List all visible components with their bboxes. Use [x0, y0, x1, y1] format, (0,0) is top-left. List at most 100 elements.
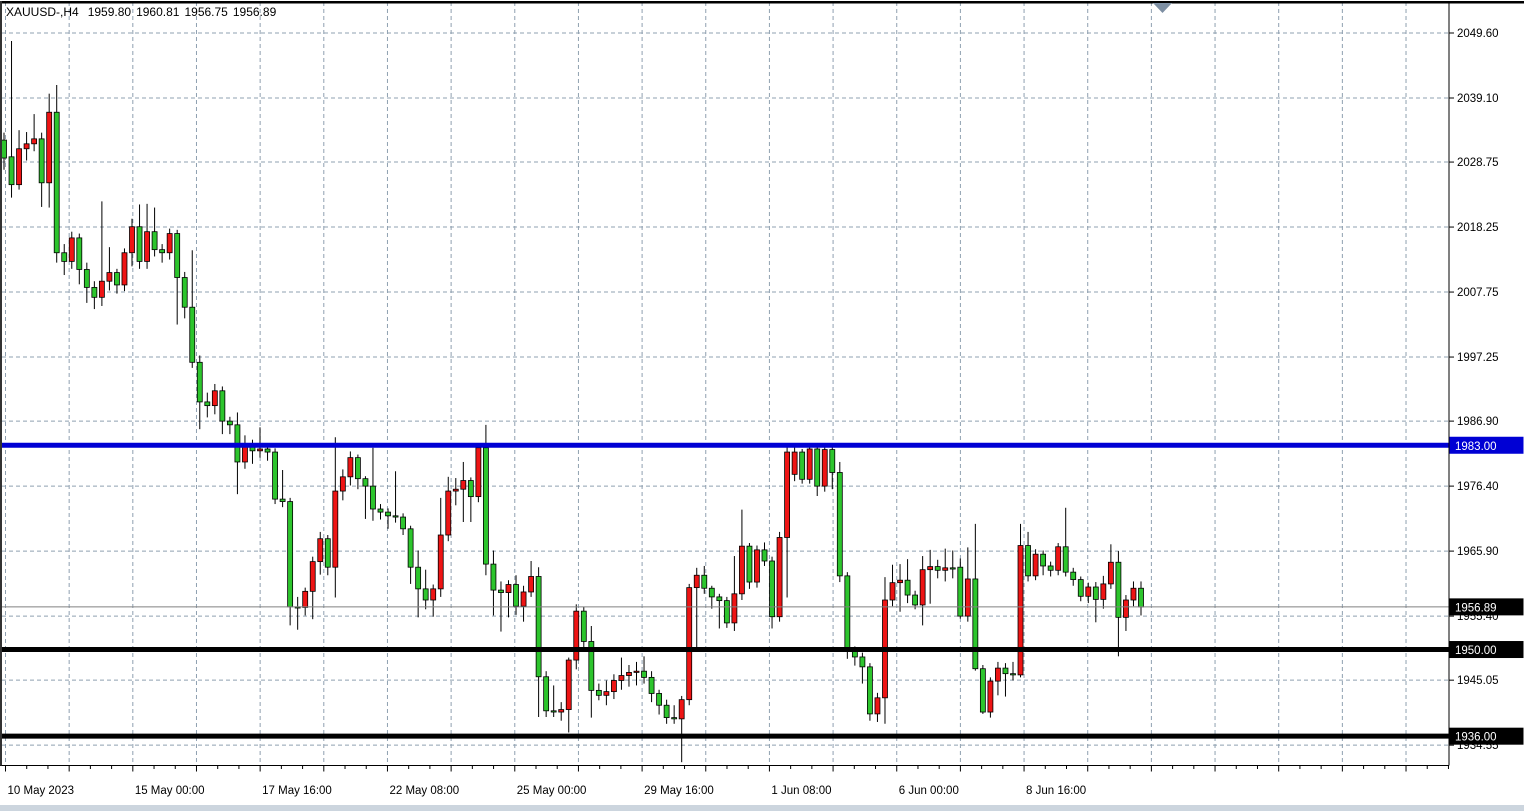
bear-candle: [1115, 561, 1122, 618]
bear-candle: [422, 588, 429, 601]
bull-candle: [98, 280, 105, 298]
bear-candle: [867, 666, 873, 715]
bear-candle: [1025, 545, 1031, 577]
bear-candle: [844, 575, 851, 650]
bear-candle: [934, 566, 941, 571]
bull-candle: [784, 451, 790, 538]
bear-candle: [272, 451, 278, 500]
bull-candle: [347, 457, 354, 478]
bull-candle: [558, 709, 565, 713]
time-axis-label: 6 Jun 00:00: [899, 785, 959, 797]
bull-candle: [339, 476, 346, 492]
bull-candle: [678, 699, 685, 720]
bull-candle: [806, 448, 813, 480]
bull-candle: [106, 272, 113, 282]
bear-candle: [641, 670, 647, 678]
bear-candle: [226, 420, 233, 426]
bull-candle: [309, 561, 316, 592]
chart-shift-marker[interactable]: [1153, 3, 1172, 13]
bull-candle: [166, 233, 173, 254]
bear-candle: [535, 576, 542, 678]
bid-price-line-label: 1956.89: [1455, 602, 1497, 614]
bear-candle: [799, 451, 806, 480]
time-axis-label: 29 May 16:00: [644, 785, 714, 797]
bull-candle: [686, 587, 693, 701]
symbol-timeframe: XAUUSD-,H4: [6, 5, 79, 19]
bull-candle: [964, 578, 971, 617]
bull-candle: [1055, 546, 1062, 571]
price-axis-label: 2039.10: [1457, 93, 1499, 105]
bear-candle: [264, 448, 271, 453]
bull-candle: [942, 567, 949, 571]
price-axis-label: 2028.75: [1457, 157, 1499, 169]
bear-candle: [1010, 673, 1016, 676]
bear-candle: [972, 578, 979, 670]
bear-candle: [189, 306, 196, 363]
bear-candle: [588, 641, 595, 691]
bull-candle: [1130, 587, 1137, 601]
bull-candle: [475, 447, 482, 498]
bear-candle: [656, 693, 662, 706]
bull-candle: [633, 670, 640, 673]
bull-candle: [611, 680, 617, 693]
price-axis-label: 2018.25: [1457, 222, 1499, 234]
bear-candle: [701, 574, 708, 589]
bear-candle: [769, 560, 775, 618]
bear-candle: [550, 710, 557, 713]
bear-candle: [407, 528, 414, 568]
bull-candle: [1107, 561, 1114, 585]
bear-candle: [287, 501, 294, 608]
support-line-2-label-box: [1449, 727, 1524, 745]
bear-candle: [648, 676, 655, 694]
bear-candle: [904, 579, 911, 596]
time-axis-label: 22 May 08:00: [389, 785, 459, 797]
bear-candle: [671, 717, 678, 720]
bear-candle: [1, 139, 7, 159]
bull-candle: [1017, 545, 1024, 676]
price-axis-label: 1986.90: [1457, 416, 1499, 428]
bull-candle: [897, 579, 903, 584]
price-axis-label: 2007.75: [1457, 287, 1499, 299]
bull-candle: [739, 545, 745, 595]
bear-candle: [483, 447, 489, 565]
bear-candle: [53, 111, 60, 254]
bull-candle: [257, 448, 263, 452]
bear-candle: [204, 401, 211, 407]
bear-candle: [38, 138, 45, 184]
bull-candle: [618, 675, 625, 681]
bull-candle: [603, 691, 610, 696]
bull-candle: [791, 451, 798, 475]
support-line-1-label: 1950.00: [1455, 645, 1497, 657]
bear-candle: [76, 237, 83, 270]
bull-candle: [16, 148, 22, 186]
bear-candle: [1040, 553, 1047, 567]
bull-candle: [121, 252, 128, 286]
low-value: 1956.75: [184, 5, 228, 19]
bear-candle: [859, 656, 866, 668]
price-axis-label: 2049.60: [1457, 28, 1499, 40]
bear-candle: [467, 480, 474, 498]
bear-candle: [761, 549, 768, 562]
window-left-border: [0, 1, 2, 766]
bull-candle: [626, 672, 632, 676]
bear-candle: [114, 272, 120, 286]
ohlc-info: XAUUSD-,H4 1959.80 1960.81 1956.75 1956.89: [6, 5, 281, 19]
bull-candle: [144, 231, 150, 262]
bull-candle: [1100, 583, 1107, 600]
bear-candle: [1077, 579, 1084, 597]
bear-candle: [159, 249, 166, 254]
bear-candle: [1070, 571, 1077, 580]
bull-candle: [927, 566, 934, 571]
bull-candle: [919, 569, 926, 606]
support-line-2-label: 1936.00: [1455, 732, 1497, 744]
price-axis-label: 1976.40: [1457, 481, 1499, 493]
bear-candle: [370, 485, 376, 510]
resistance-line-label: 1983.00: [1455, 441, 1497, 453]
bull-candle: [874, 697, 881, 715]
close-value: 1956.89: [232, 5, 277, 19]
bear-candle: [829, 449, 836, 473]
bear-candle: [279, 498, 286, 502]
bull-candle: [995, 667, 1001, 682]
bull-candle: [987, 680, 994, 713]
